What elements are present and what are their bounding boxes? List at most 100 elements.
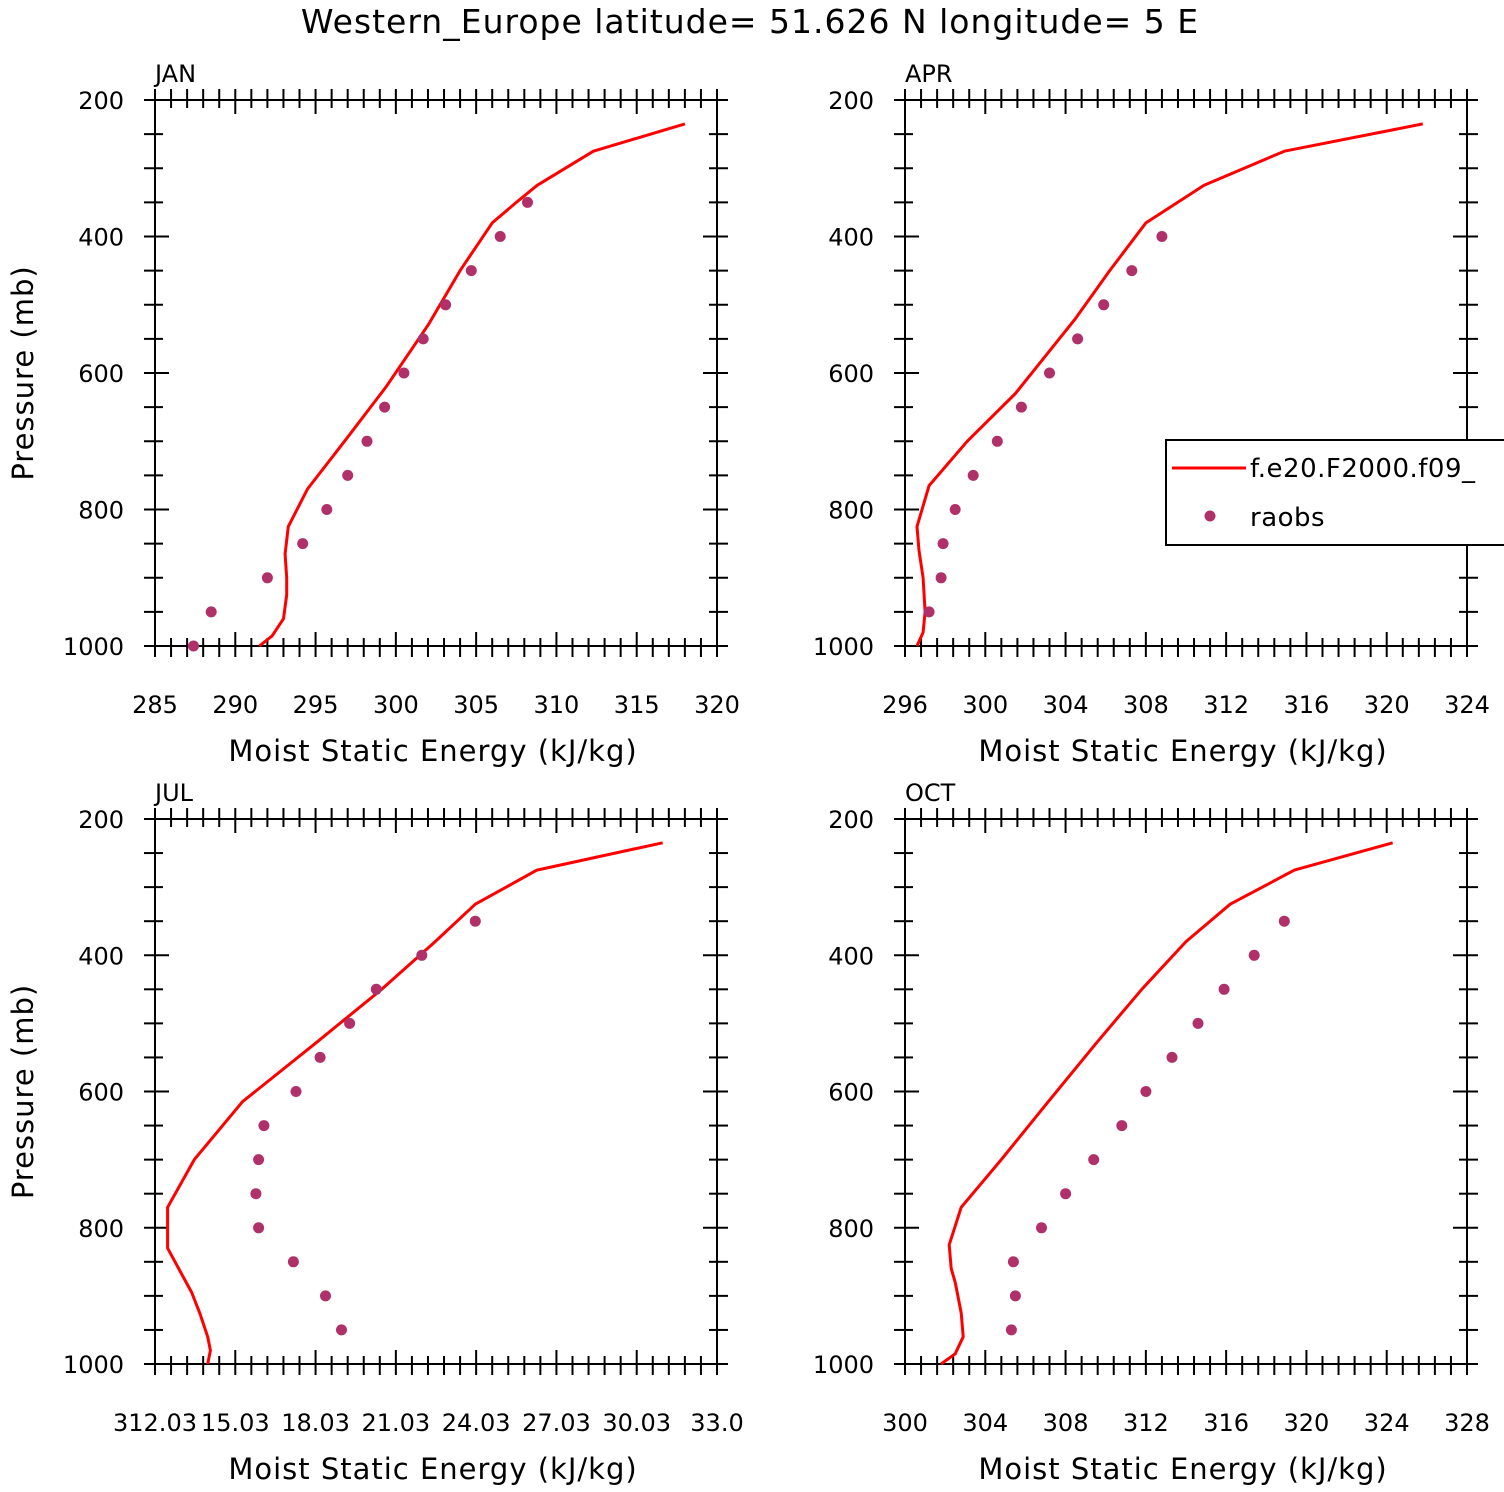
x-tick-label: 27.03	[522, 1409, 591, 1437]
raobs-point	[1278, 915, 1290, 927]
raobs-point	[991, 435, 1003, 447]
y-tick-label: 800	[78, 1215, 124, 1243]
raobs-point	[253, 1154, 265, 1166]
y-tick-label: 400	[828, 224, 874, 252]
raobs-point	[967, 469, 979, 481]
panel-jul: 200 400 600 800 1000 312.03 15.03 18.03 21.03 24.…	[6, 779, 744, 1486]
raobs-point	[417, 333, 429, 345]
raobs-point	[336, 1324, 347, 1336]
raobs-point	[321, 504, 333, 515]
y-tick-label: 600	[78, 360, 124, 388]
x-tick-label: 308	[1043, 1409, 1089, 1437]
raobs-point	[1072, 333, 1084, 345]
y-tick-label: 1000	[63, 1351, 124, 1379]
panel-oct: 200 400 600 800 1000 300 304 308 312 316 320 324 328…	[813, 779, 1490, 1486]
x-tick-label: 316	[1284, 691, 1330, 719]
raobs-point	[1036, 1222, 1047, 1234]
model-series-line	[258, 122, 686, 648]
raobs-point	[465, 265, 477, 277]
raobs-point	[1015, 401, 1027, 413]
raobs-point	[1009, 1290, 1021, 1302]
x-tick-label: 300	[882, 1409, 928, 1437]
legend: f.e20.F2000.f09_ raobs	[1165, 439, 1504, 546]
x-axis-label: Moist Static Energy (kJ/kg)	[228, 734, 637, 768]
x-tick-label: 290	[212, 691, 258, 719]
raobs-point	[1007, 1256, 1019, 1268]
plot-frame	[154, 99, 718, 647]
x-tick-label: 33.0	[690, 1409, 743, 1437]
panels: 200 400 600 800 1000 285 290 295 300 305 310 315 320…	[6, 60, 1490, 1486]
figure-title: Western_Europe latitude= 51.626 N longit…	[301, 2, 1199, 41]
y-tick-label: 1000	[813, 633, 874, 661]
x-axis-label: Moist Static Energy (kJ/kg)	[978, 734, 1387, 768]
y-tick-label: 600	[828, 1079, 874, 1107]
raobs-point	[342, 469, 354, 481]
x-tick-label: 312.03	[113, 1409, 197, 1437]
model-series-line	[166, 841, 664, 1365]
panel-label: OCT	[905, 779, 956, 807]
x-tick-label: 300	[962, 691, 1008, 719]
raobs-point	[949, 504, 961, 515]
y-tick-label: 400	[78, 224, 124, 252]
raobs-point	[1126, 265, 1138, 277]
plot-frame	[904, 99, 1468, 647]
y-tick-label: 800	[78, 497, 124, 525]
raobs-point	[361, 435, 373, 447]
x-tick-label: 308	[1123, 691, 1169, 719]
x-tick-label: 320	[1364, 691, 1410, 719]
y-axis-label: Pressure (mb)	[6, 984, 40, 1199]
model-series-line	[915, 122, 1424, 647]
x-tick-label: 316	[1203, 1409, 1249, 1437]
x-tick-label: 304	[962, 1409, 1008, 1437]
raobs-point	[188, 640, 199, 652]
x-tick-label: 18.03	[281, 1409, 350, 1437]
raobs-point	[344, 1017, 356, 1029]
plot-frame	[904, 818, 1468, 1365]
raobs-point	[253, 1222, 265, 1234]
raobs-point	[1060, 1188, 1072, 1200]
y-axis-label: Pressure (mb)	[6, 265, 40, 480]
plot-frame	[154, 818, 718, 1365]
legend-obs-label: raobs	[1250, 503, 1325, 533]
raobs-point	[297, 538, 309, 550]
raobs-point	[1218, 983, 1230, 995]
raobs-point	[1166, 1051, 1178, 1063]
raobs-point	[250, 1188, 262, 1200]
raobs-point	[440, 299, 452, 311]
x-tick-label: 328	[1444, 1409, 1490, 1437]
raobs-point	[1156, 231, 1168, 242]
legend-box	[1165, 439, 1504, 546]
x-tick-label: 305	[453, 691, 499, 719]
panel-label: JAN	[153, 60, 196, 88]
y-tick-label: 200	[78, 87, 124, 115]
x-axis-label: Moist Static Energy (kJ/kg)	[228, 1452, 637, 1486]
raobs-point	[1005, 1324, 1017, 1336]
y-tick-label: 200	[828, 806, 874, 834]
x-axis-label: Moist Static Energy (kJ/kg)	[978, 1452, 1387, 1486]
raobs-point	[937, 538, 949, 550]
raobs-point	[469, 915, 481, 927]
x-tick-label: 21.03	[361, 1409, 430, 1437]
raobs-point	[398, 367, 410, 379]
x-tick-label: 296	[882, 691, 928, 719]
raobs-point	[522, 196, 533, 208]
y-tick-label: 400	[828, 942, 874, 970]
raobs-point	[1116, 1120, 1128, 1132]
x-tick-label: 15.03	[201, 1409, 270, 1437]
x-tick-label: 30.03	[602, 1409, 671, 1437]
y-tick-label: 1000	[63, 633, 124, 661]
y-tick-label: 400	[78, 942, 124, 970]
x-tick-label: 310	[534, 691, 580, 719]
raobs-point	[1088, 1154, 1100, 1166]
x-tick-label: 312	[1123, 1409, 1169, 1437]
raobs-point	[923, 606, 935, 618]
raobs-point	[320, 1290, 331, 1302]
x-tick-label: 285	[132, 691, 178, 719]
raobs-point	[258, 1120, 270, 1132]
raobs-point	[287, 1256, 299, 1268]
raobs-point	[1098, 299, 1110, 311]
raobs-point	[205, 606, 217, 618]
x-tick-label: 324	[1364, 1409, 1410, 1437]
x-tick-label: 24.03	[442, 1409, 511, 1437]
panel-apr: 200 400 600 800 1000 296 300 304 308 312 316 320 324…	[813, 60, 1490, 768]
